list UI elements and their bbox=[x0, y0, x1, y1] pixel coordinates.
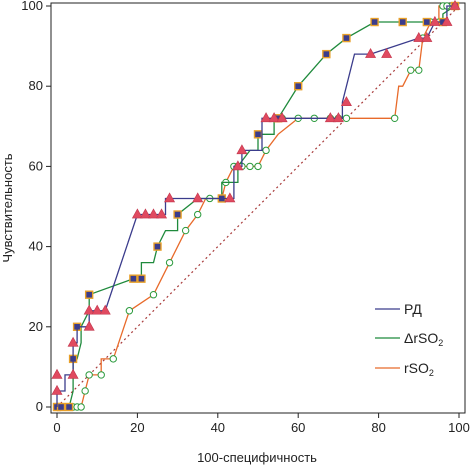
circle-marker bbox=[81, 387, 89, 395]
y-tick-label: 60 bbox=[29, 158, 43, 173]
square-marker bbox=[322, 49, 331, 59]
legend: РД ΔrSO2 rSO2 bbox=[375, 301, 443, 378]
series-layer bbox=[51, 0, 461, 412]
circle-marker bbox=[254, 162, 262, 171]
x-tick-label: 0 bbox=[53, 420, 60, 435]
triangle-marker bbox=[192, 192, 204, 203]
triangle-marker bbox=[156, 208, 168, 219]
circle-marker bbox=[407, 66, 415, 74]
triangle-marker bbox=[51, 384, 63, 395]
triangle-marker bbox=[147, 208, 159, 219]
x-tick-label: 60 bbox=[291, 420, 305, 435]
triangle-marker bbox=[260, 112, 272, 123]
triangle-marker bbox=[381, 48, 393, 58]
triangle-marker bbox=[268, 112, 280, 123]
triangle-marker bbox=[224, 192, 236, 203]
x-axis-label: 100-специфичность bbox=[197, 450, 317, 465]
series-line bbox=[56, 5, 455, 407]
triangle-marker bbox=[139, 208, 151, 219]
circle-marker bbox=[246, 162, 254, 171]
triangle-marker bbox=[67, 336, 79, 347]
triangle-marker bbox=[131, 208, 143, 219]
circle-marker bbox=[342, 114, 351, 122]
triangle-marker bbox=[83, 320, 95, 331]
y-tick-label: 80 bbox=[29, 78, 43, 93]
triangle-marker bbox=[340, 96, 352, 107]
legend-entry: rSO2 bbox=[404, 360, 434, 378]
triangle-marker bbox=[232, 160, 244, 171]
circle-marker bbox=[109, 355, 117, 363]
circle-marker bbox=[415, 66, 423, 74]
circle-marker bbox=[85, 371, 93, 379]
y-tick-label: 40 bbox=[29, 239, 43, 254]
square-marker bbox=[398, 17, 407, 27]
y-tick-label: 20 bbox=[29, 319, 43, 334]
x-tick-label: 100 bbox=[448, 420, 470, 435]
circle-marker bbox=[97, 371, 105, 379]
tick-layer: 0 20 40 60 80 100 0 20 40 60 80 100 bbox=[21, 0, 470, 435]
square-marker bbox=[173, 210, 182, 219]
circle-marker bbox=[181, 226, 190, 235]
triangle-marker bbox=[276, 112, 288, 123]
square-marker bbox=[370, 17, 379, 27]
circle-marker bbox=[390, 114, 399, 122]
circle-marker bbox=[194, 210, 202, 219]
triangle-marker bbox=[332, 112, 344, 123]
square-marker bbox=[84, 290, 94, 299]
legend-entry: ΔrSO2 bbox=[404, 330, 443, 348]
square-marker bbox=[153, 242, 162, 251]
circle-marker bbox=[125, 307, 134, 315]
triangle-marker bbox=[67, 368, 79, 379]
x-tick-label: 20 bbox=[130, 420, 144, 435]
circle-marker bbox=[262, 146, 270, 155]
triangle-marker bbox=[51, 368, 63, 379]
circle-marker bbox=[165, 258, 174, 267]
square-marker bbox=[294, 81, 303, 91]
x-tick-label: 80 bbox=[371, 420, 385, 435]
circle-marker bbox=[77, 403, 85, 411]
plot-frame bbox=[50, 2, 466, 414]
square-marker bbox=[422, 17, 432, 27]
y-tick-label: 100 bbox=[21, 0, 43, 13]
triangle-marker bbox=[421, 31, 433, 42]
legend-entry: РД bbox=[404, 301, 422, 317]
triangle-marker bbox=[324, 112, 336, 123]
square-marker bbox=[129, 274, 138, 283]
square-marker bbox=[253, 130, 263, 139]
square-marker bbox=[64, 402, 74, 412]
y-axis-label: Чувствительность bbox=[0, 153, 15, 262]
triangle-marker bbox=[429, 15, 441, 26]
triangle-marker bbox=[236, 144, 248, 155]
triangle-marker bbox=[91, 304, 103, 315]
square-marker bbox=[342, 33, 351, 43]
triangle-marker bbox=[99, 304, 111, 315]
y-tick-label: 0 bbox=[36, 399, 43, 414]
series-0 bbox=[51, 0, 461, 407]
triangle-marker bbox=[83, 304, 95, 315]
triangle-marker bbox=[441, 15, 453, 26]
circle-marker bbox=[149, 291, 158, 299]
plot-border bbox=[50, 2, 466, 414]
x-tick-label: 40 bbox=[211, 420, 225, 435]
square-marker bbox=[137, 274, 146, 283]
triangle-marker bbox=[164, 192, 176, 203]
triangle-marker bbox=[449, 0, 461, 10]
triangle-marker bbox=[365, 48, 377, 58]
triangle-marker bbox=[413, 31, 425, 42]
square-marker bbox=[56, 402, 66, 412]
